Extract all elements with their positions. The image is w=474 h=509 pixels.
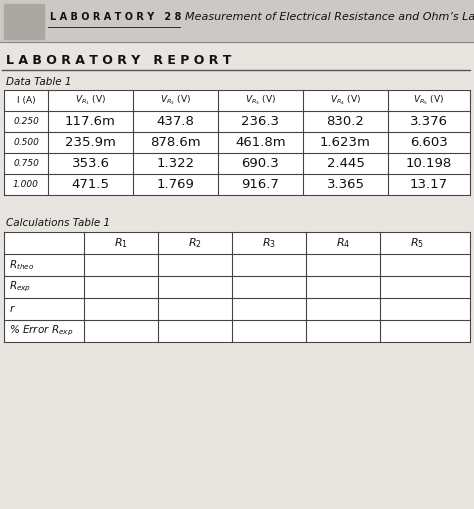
Text: 437.8: 437.8 (156, 115, 194, 128)
Bar (0, 0, 474, 42)
Text: 0.500: 0.500 (13, 138, 39, 147)
Bar (4, 90, 470, 195)
Text: $V_{R_3}$ (V): $V_{R_3}$ (V) (245, 94, 276, 107)
Text: 1.769: 1.769 (156, 178, 194, 191)
Text: 1.623m: 1.623m (320, 136, 371, 149)
Text: 235.9m: 235.9m (65, 136, 116, 149)
Text: 878.6m: 878.6m (150, 136, 201, 149)
Text: 830.2: 830.2 (327, 115, 365, 128)
Text: Data Table 1: Data Table 1 (6, 77, 72, 87)
Text: 13.17: 13.17 (410, 178, 448, 191)
Text: $V_{R_1}$ (V): $V_{R_1}$ (V) (75, 94, 106, 107)
Text: 1.000: 1.000 (13, 180, 39, 189)
Text: 6.603: 6.603 (410, 136, 448, 149)
Text: L A B O R A T O R Y   2 8: L A B O R A T O R Y 2 8 (50, 12, 182, 22)
Text: $r$: $r$ (9, 303, 16, 315)
Text: $R_3$: $R_3$ (262, 236, 276, 250)
Text: 3.376: 3.376 (410, 115, 448, 128)
Text: $R_2$: $R_2$ (188, 236, 202, 250)
Text: 236.3: 236.3 (241, 115, 280, 128)
Text: 1.322: 1.322 (156, 157, 194, 170)
Text: 461.8m: 461.8m (235, 136, 286, 149)
Text: $R_1$: $R_1$ (114, 236, 128, 250)
Text: 0.750: 0.750 (13, 159, 39, 168)
Text: $R_4$: $R_4$ (336, 236, 350, 250)
Text: $R_{exp}$: $R_{exp}$ (9, 280, 31, 294)
Text: 916.7: 916.7 (242, 178, 280, 191)
Text: Calculations Table 1: Calculations Table 1 (6, 218, 110, 228)
Text: $V_{R_2}$ (V): $V_{R_2}$ (V) (160, 94, 191, 107)
Text: $V_{R_4}$ (V): $V_{R_4}$ (V) (330, 94, 361, 107)
Text: Measurement of Electrical Resistance and Ohm’s Law: Measurement of Electrical Resistance and… (185, 12, 474, 22)
Text: $V_{R_5}$ (V): $V_{R_5}$ (V) (413, 94, 445, 107)
Text: $R_5$: $R_5$ (410, 236, 424, 250)
Text: 353.6: 353.6 (72, 157, 109, 170)
Text: 690.3: 690.3 (242, 157, 279, 170)
Text: 0.250: 0.250 (13, 117, 39, 126)
Text: $R_{theo}$: $R_{theo}$ (9, 258, 34, 272)
Text: 10.198: 10.198 (406, 157, 452, 170)
Text: L A B O R A T O R Y   R E P O R T: L A B O R A T O R Y R E P O R T (6, 53, 231, 67)
Text: I (A): I (A) (17, 96, 35, 105)
Text: % Error $R_{exp}$: % Error $R_{exp}$ (9, 324, 73, 338)
Text: 471.5: 471.5 (72, 178, 109, 191)
Text: 117.6m: 117.6m (65, 115, 116, 128)
Bar (4, 232, 470, 342)
Text: 3.365: 3.365 (327, 178, 365, 191)
Bar (4, 4, 44, 39)
Text: 2.445: 2.445 (327, 157, 365, 170)
